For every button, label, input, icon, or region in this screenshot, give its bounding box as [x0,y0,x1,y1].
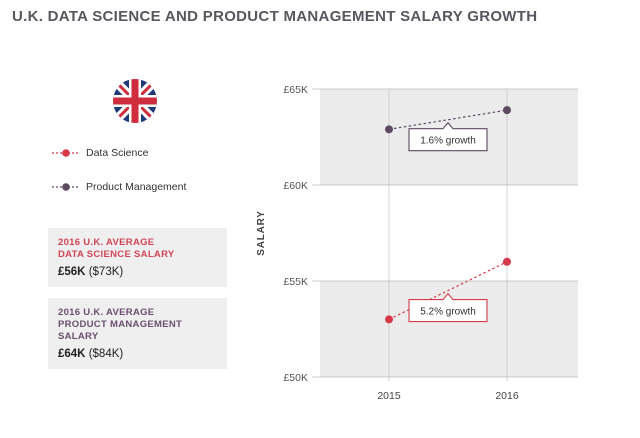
y-tick-label: £65K [283,84,308,96]
legend-marker-data-science [52,149,80,157]
card-value-usd: ($73K) [85,266,124,278]
annotation-box [408,292,488,323]
card-heading: 2016 U.K. AVERAGE [58,307,155,318]
salary-line-chart: £50K £55K £60K £65K 2015 2016 SALARY 5.2% growt… [256,84,578,402]
y-tick-label: £60K [283,180,308,192]
annotation-label: 1.6% growth [420,136,476,147]
data-point [385,315,393,324]
y-tick-label: £55K [283,276,308,288]
card-value: £64K ($84K) [58,348,217,360]
card-heading: 2016 U.K. AVERAGE [58,237,155,248]
data-point [503,257,511,266]
card-value: £56K ($73K) [58,266,217,278]
product-management-salary-card: 2016 U.K. AVERAGE PRODUCT MANAGEMENT SAL… [48,298,227,369]
x-tick-label: 2016 [495,390,519,402]
data-point [503,106,511,115]
legend-label: Product Management [86,181,187,193]
y-tick-label: £50K [283,372,308,384]
data-science-salary-card: 2016 U.K. AVERAGE DATA SCIENCE SALARY £5… [48,228,227,287]
uk-flag-icon [113,79,157,123]
legend-marker-product-management [52,183,80,191]
card-value-usd: ($84K) [85,348,124,360]
legend-data-science: Data Science [52,147,148,159]
y-axis-label: SALARY [256,210,267,256]
data-point [385,125,393,134]
legend-product-management: Product Management [52,181,186,193]
annotation-label: 5.2% growth [420,307,476,318]
chart-title: U.K. DATA SCIENCE AND PRODUCT MANAGEMENT… [12,8,538,25]
card-heading: SALARY [58,331,99,342]
card-value-gbp: £56K [58,266,86,278]
annotation-box [408,121,488,152]
card-value-gbp: £64K [58,348,86,360]
card-heading: DATA SCIENCE SALARY [58,249,175,260]
card-heading: PRODUCT MANAGEMENT [58,319,183,330]
legend-label: Data Science [86,147,149,159]
x-tick-label: 2015 [377,390,401,402]
